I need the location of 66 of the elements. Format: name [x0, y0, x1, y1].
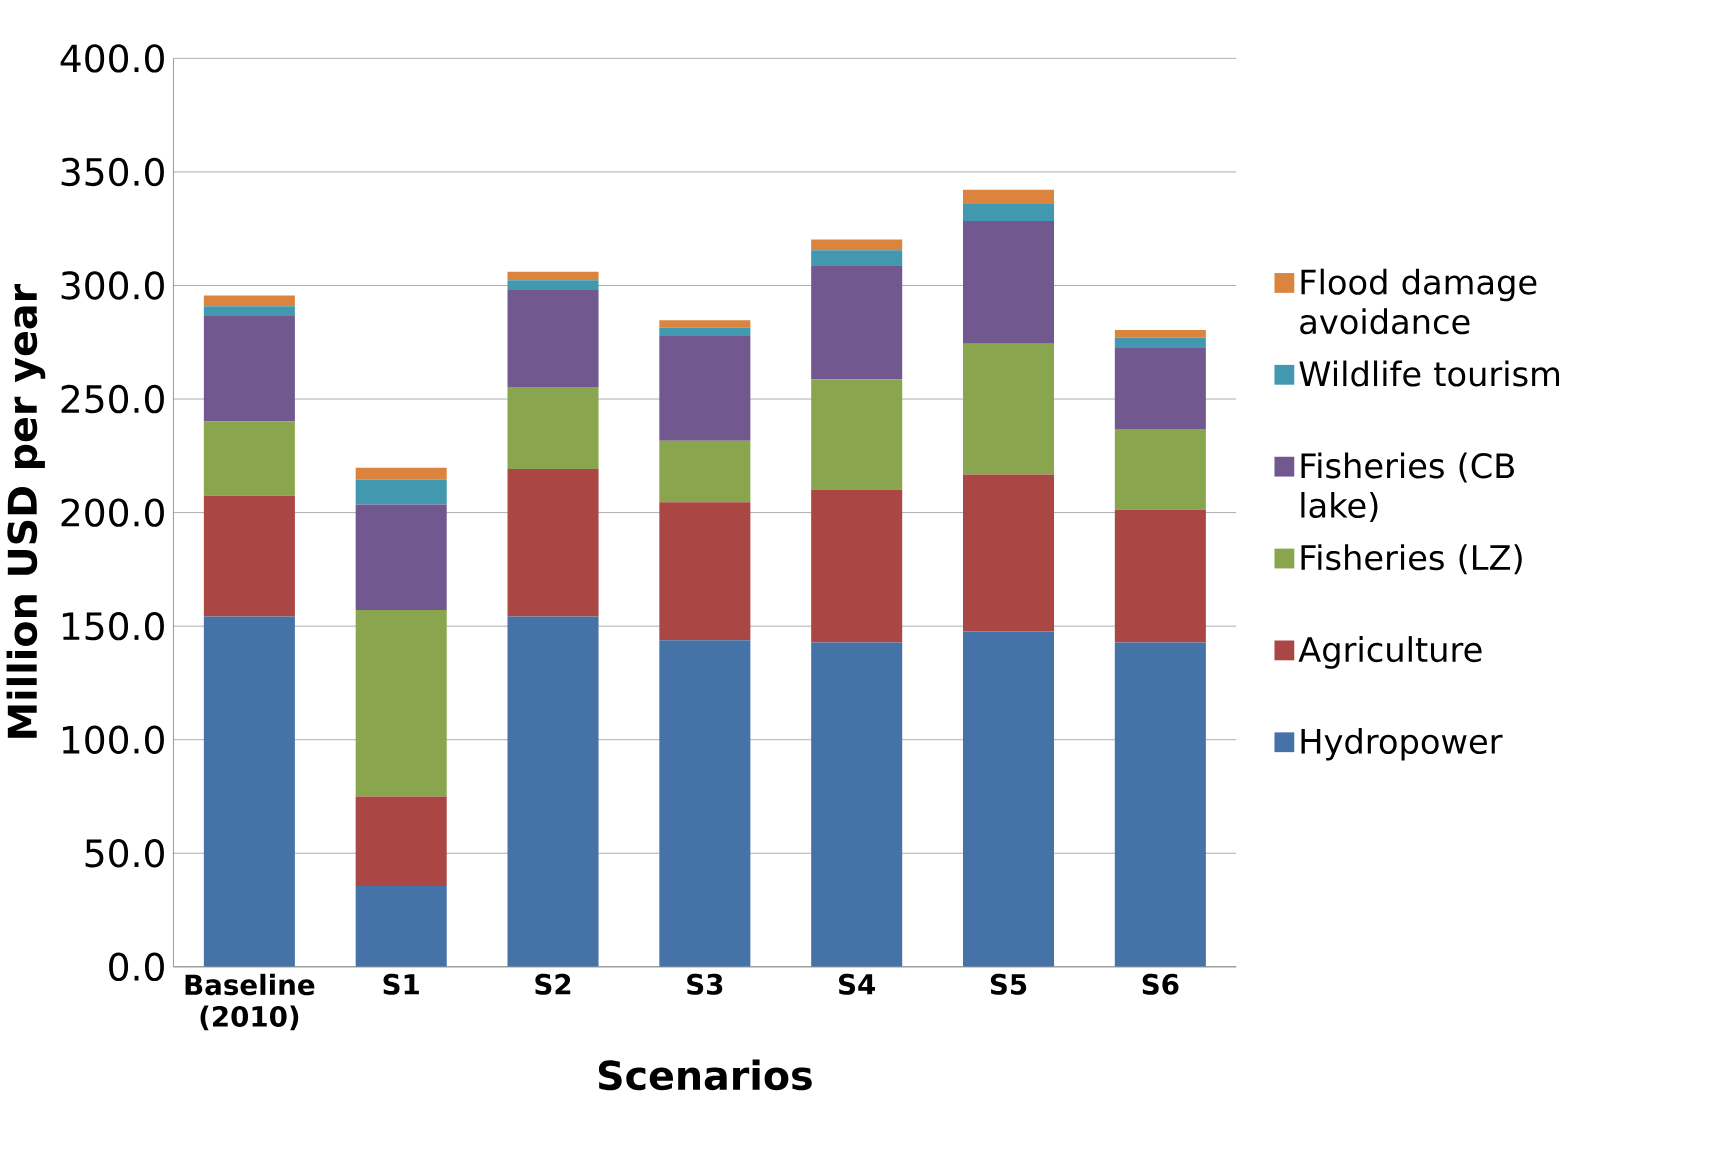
bar — [1114, 347, 1206, 430]
bar — [355, 479, 447, 505]
bar — [355, 796, 447, 887]
bar — [659, 502, 751, 641]
bar — [659, 320, 751, 328]
y-tick-label: 50.0 — [85, 839, 164, 868]
y-tick-label: 350.0 — [61, 157, 164, 187]
x-tick-label: S1 — [383, 973, 419, 995]
y-tick-label: 200.0 — [61, 498, 164, 527]
bar — [507, 271, 599, 281]
bar — [659, 335, 751, 441]
legend-label: Wildlife tourism — [1299, 360, 1560, 387]
legend-label: Fisheries (LZ) — [1301, 544, 1522, 575]
y-tick-label: 250.0 — [61, 384, 164, 414]
bar — [1114, 337, 1206, 348]
bar — [1114, 642, 1206, 967]
bar — [811, 379, 903, 490]
bar — [659, 327, 751, 336]
bar — [203, 616, 295, 967]
x-tick-label: S4 — [839, 973, 876, 995]
bar — [203, 495, 295, 617]
bar — [355, 467, 447, 480]
bar — [203, 306, 295, 316]
legend-label: Flood damage avoidance — [1300, 268, 1537, 335]
bar — [963, 189, 1055, 205]
bar — [811, 250, 903, 266]
x-tick-label: Baseline (2010) — [185, 973, 315, 1031]
x-tick-label: S5 — [990, 973, 1027, 995]
bar — [811, 489, 903, 643]
bar — [507, 469, 599, 617]
y-tick-label: 400.0 — [60, 44, 164, 73]
bar — [1114, 429, 1206, 510]
bar — [203, 421, 295, 496]
x-tick-label: S3 — [687, 973, 723, 995]
x-tick-label: S2 — [535, 973, 571, 995]
bar — [963, 474, 1055, 632]
y-axis-title: Million USD per year — [6, 284, 46, 738]
bar — [1114, 330, 1206, 338]
bar — [355, 886, 447, 967]
bar — [507, 290, 599, 388]
y-tick-label: 300.0 — [61, 271, 164, 300]
legend-label: Agriculture — [1298, 636, 1482, 669]
y-tick-label: 0.0 — [109, 952, 164, 982]
legend-label: Fisheries (CB lake) — [1301, 452, 1514, 523]
bar — [963, 204, 1055, 222]
x-axis-title: Scenarios — [598, 1059, 812, 1091]
bar — [203, 295, 295, 307]
bar — [963, 343, 1055, 475]
bar — [811, 265, 903, 380]
bar — [659, 440, 751, 503]
bar — [963, 631, 1055, 967]
legend-label: Hydropower — [1301, 728, 1503, 761]
bar — [811, 642, 903, 967]
bar — [811, 239, 903, 251]
bar — [355, 504, 447, 611]
bar — [659, 640, 751, 967]
bar — [1114, 509, 1206, 643]
bar — [507, 616, 599, 967]
y-tick-label: 150.0 — [62, 612, 164, 641]
x-tick-label: S6 — [1142, 973, 1179, 995]
bar — [963, 221, 1055, 344]
bar — [507, 280, 599, 291]
y-tick-label: 100.0 — [62, 725, 164, 754]
bar — [507, 387, 599, 470]
bar — [203, 316, 295, 422]
bar — [355, 610, 447, 797]
